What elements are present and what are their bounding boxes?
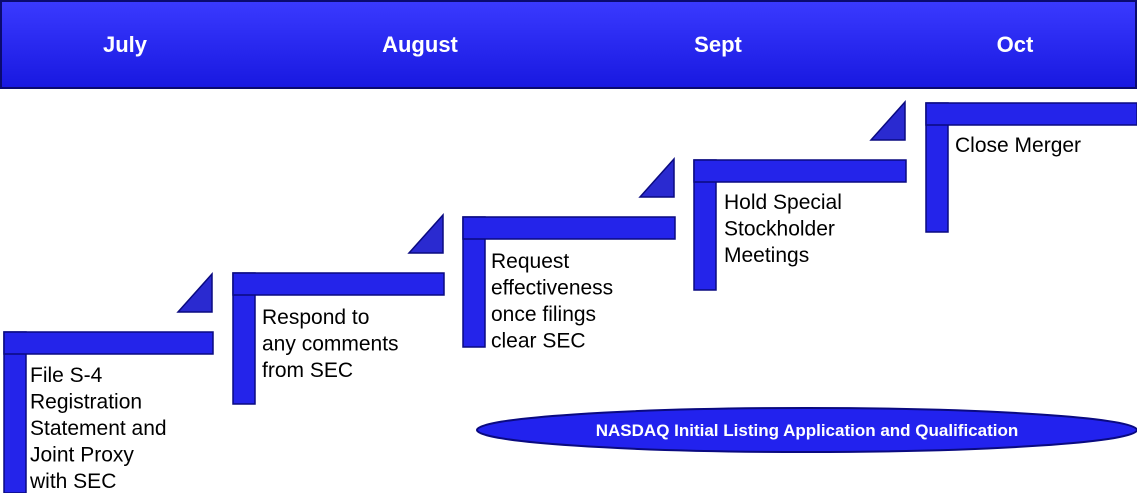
step-horizontal-bar <box>462 216 676 240</box>
header-bar <box>0 0 1137 89</box>
step-text: Meetings <box>724 244 809 267</box>
step-horizontal-bar <box>3 331 214 355</box>
step-text: from SEC <box>262 359 353 382</box>
step-text: once filings <box>491 303 596 326</box>
step-text: Request <box>491 250 569 273</box>
step-arrow <box>869 100 906 141</box>
step-text: Hold Special <box>724 191 842 214</box>
step-horizontal-bar <box>925 102 1137 126</box>
month-label: Sept <box>694 32 742 57</box>
month-label: July <box>103 32 148 57</box>
step-arrow <box>407 213 444 254</box>
step-text: clear SEC <box>491 330 586 353</box>
banner-label: NASDAQ Initial Listing Application and Q… <box>596 421 1019 440</box>
step-text: File S-4 <box>30 364 103 387</box>
month-label: Oct <box>997 32 1034 57</box>
step-arrow <box>176 272 213 313</box>
step-horizontal-bar <box>693 159 907 183</box>
step-vertical-bar <box>3 331 27 493</box>
step-horizontal-bar <box>232 272 445 296</box>
step-arrow <box>638 157 675 198</box>
banner-ellipse <box>476 407 1137 453</box>
month-label: August <box>382 32 458 57</box>
step-text: any comments <box>262 333 399 356</box>
step-text: Statement and <box>30 417 167 440</box>
step-text: Close Merger <box>955 134 1081 157</box>
step-text: Joint Proxy <box>30 444 134 467</box>
step-text: Registration <box>30 391 142 414</box>
step-text: Respond to <box>262 306 369 329</box>
step-text: Stockholder <box>724 218 835 241</box>
step-text: with SEC <box>29 470 116 493</box>
step-text: effectiveness <box>491 277 613 300</box>
